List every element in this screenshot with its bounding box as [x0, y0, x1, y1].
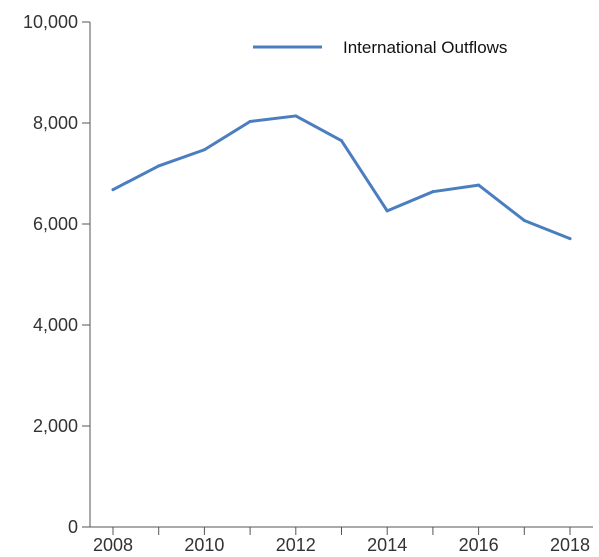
- data-point: [111, 188, 115, 192]
- y-tick-label: 6,000: [33, 214, 78, 234]
- y-tick-label: 0: [68, 517, 78, 537]
- data-point: [157, 164, 161, 168]
- data-point: [431, 190, 435, 194]
- data-point: [568, 237, 572, 241]
- y-axis-ticks: 0 2,000 4,000 6,000 8,000 10,000: [23, 12, 90, 537]
- data-point: [202, 148, 206, 152]
- data-point: [385, 209, 389, 213]
- legend-label-international-outflows: International Outflows: [343, 38, 507, 57]
- series-layer: [111, 114, 572, 241]
- x-tick-label: 2016: [459, 535, 499, 555]
- data-point: [248, 119, 252, 123]
- y-tick-label: 10,000: [23, 12, 78, 32]
- x-tick-label: 2018: [550, 535, 590, 555]
- x-tick-label: 2008: [93, 535, 133, 555]
- x-tick-label: 2014: [367, 535, 407, 555]
- chart-axes: [89, 22, 593, 528]
- x-tick-label: 2012: [276, 535, 316, 555]
- x-axis-ticks: 2008 2010 2012 2014 2016 2018: [93, 527, 590, 555]
- legend: International Outflows: [253, 38, 507, 57]
- data-point: [522, 218, 526, 222]
- x-tick-label: 2010: [184, 535, 224, 555]
- data-point: [294, 114, 298, 118]
- series-line: [111, 114, 572, 241]
- data-point: [340, 139, 343, 143]
- y-tick-label: 8,000: [33, 113, 78, 133]
- y-tick-label: 2,000: [33, 416, 78, 436]
- y-tick-label: 4,000: [33, 315, 78, 335]
- data-point: [477, 183, 481, 187]
